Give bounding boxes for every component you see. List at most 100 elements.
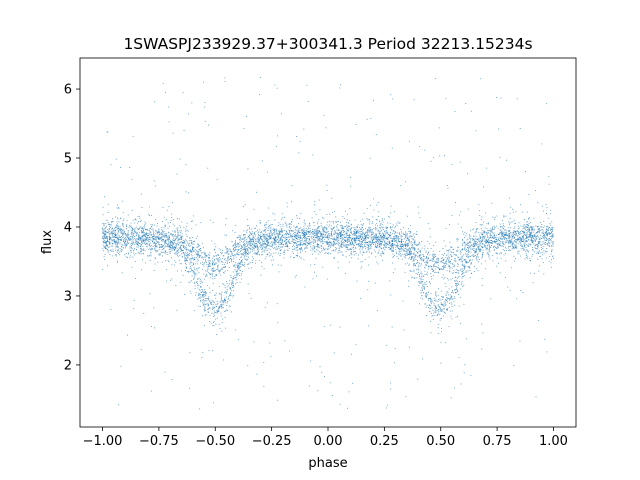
data-point xyxy=(543,232,545,234)
data-point xyxy=(102,227,104,229)
data-point xyxy=(407,237,409,239)
data-point xyxy=(243,244,245,246)
data-point xyxy=(104,243,106,245)
data-point xyxy=(363,239,365,241)
data-point xyxy=(516,98,518,100)
data-point xyxy=(288,234,290,235)
data-point xyxy=(435,256,437,257)
data-point xyxy=(322,237,324,238)
data-point xyxy=(420,254,422,256)
data-point xyxy=(477,270,479,272)
data-point xyxy=(373,249,375,251)
data-point xyxy=(465,256,467,257)
data-point xyxy=(463,303,465,305)
data-point xyxy=(286,224,288,226)
data-point xyxy=(201,289,203,290)
data-point xyxy=(448,258,450,260)
data-point xyxy=(437,266,439,268)
data-point xyxy=(378,238,380,240)
data-point xyxy=(232,278,234,280)
data-point xyxy=(463,265,465,267)
data-point xyxy=(244,204,246,206)
data-point xyxy=(308,232,310,234)
data-point xyxy=(450,260,451,262)
data-point xyxy=(503,254,505,256)
data-point xyxy=(335,221,337,223)
data-point xyxy=(222,263,224,265)
data-point xyxy=(134,232,136,234)
data-point xyxy=(158,235,160,237)
data-point xyxy=(186,236,188,238)
data-point xyxy=(430,283,431,285)
data-point xyxy=(212,301,214,303)
data-point xyxy=(219,269,221,271)
data-point xyxy=(527,243,529,245)
data-point xyxy=(313,228,315,230)
data-point xyxy=(354,219,356,221)
data-point xyxy=(519,128,521,130)
data-point xyxy=(218,307,220,309)
data-point xyxy=(257,236,259,238)
data-point xyxy=(197,243,199,245)
data-point xyxy=(152,237,153,239)
data-point xyxy=(187,243,189,245)
data-point xyxy=(173,225,175,227)
data-point xyxy=(236,266,238,268)
data-point xyxy=(415,234,417,235)
data-point xyxy=(254,233,256,235)
data-point xyxy=(168,235,170,237)
data-point xyxy=(156,246,158,248)
data-point xyxy=(110,233,112,235)
data-point xyxy=(320,244,322,246)
data-point xyxy=(485,242,486,244)
data-point xyxy=(186,271,188,273)
data-point xyxy=(396,245,398,247)
data-point xyxy=(545,228,547,230)
data-point xyxy=(185,254,187,256)
data-point xyxy=(549,242,551,244)
data-point xyxy=(212,303,214,305)
data-point xyxy=(396,232,398,234)
data-point xyxy=(395,232,397,234)
data-point xyxy=(308,225,310,227)
data-point xyxy=(461,260,463,262)
data-point xyxy=(517,240,519,242)
data-point xyxy=(304,219,306,221)
data-point xyxy=(417,269,419,271)
data-point xyxy=(391,226,393,228)
data-point xyxy=(309,243,311,245)
data-point xyxy=(113,230,115,232)
data-point xyxy=(506,231,508,233)
data-point xyxy=(107,131,109,133)
data-point xyxy=(120,217,122,219)
data-point xyxy=(460,259,462,261)
data-point xyxy=(298,228,300,230)
data-point xyxy=(529,234,531,235)
data-point xyxy=(219,257,220,258)
data-point xyxy=(208,262,210,264)
data-point xyxy=(107,245,109,246)
data-point xyxy=(339,246,341,248)
data-point xyxy=(234,231,236,233)
data-point xyxy=(297,249,298,251)
data-point xyxy=(266,227,268,229)
data-point xyxy=(331,235,333,237)
data-point xyxy=(254,252,256,253)
data-point xyxy=(447,258,449,260)
data-point xyxy=(234,247,236,248)
data-point xyxy=(394,211,396,213)
data-point xyxy=(152,236,153,237)
data-point xyxy=(107,235,109,237)
data-point xyxy=(513,229,515,231)
data-point xyxy=(249,245,251,247)
data-point xyxy=(502,246,504,247)
data-point xyxy=(150,242,152,244)
data-point xyxy=(230,258,231,260)
data-point xyxy=(438,298,439,300)
data-point xyxy=(109,224,111,226)
data-point xyxy=(325,235,327,237)
data-point xyxy=(149,237,150,239)
data-point xyxy=(118,207,120,208)
data-point xyxy=(228,298,230,300)
data-point xyxy=(212,306,214,308)
